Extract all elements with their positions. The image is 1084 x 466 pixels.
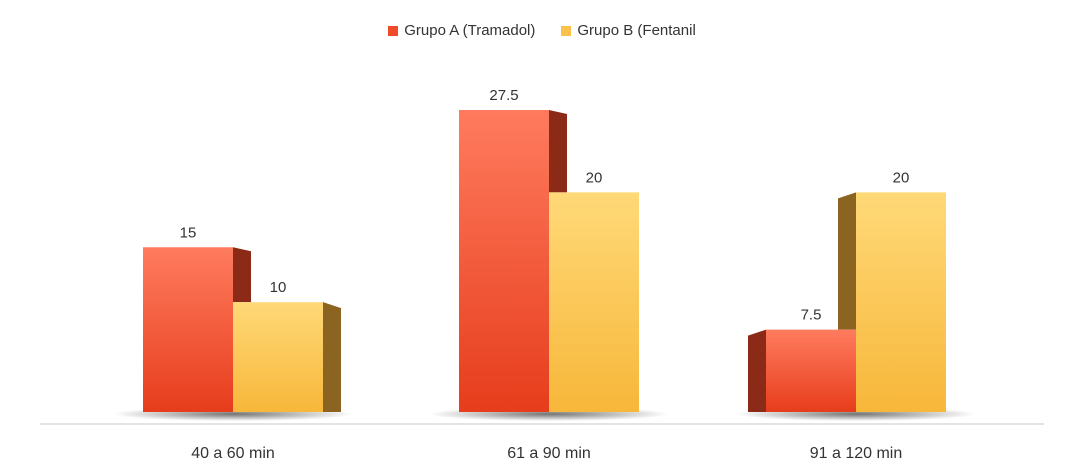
bar-side-grupo-b bbox=[323, 302, 341, 412]
legend-item-grupo-a: Grupo A (Tramadol) bbox=[388, 22, 535, 39]
x-tick-label: 61 a 90 min bbox=[507, 445, 591, 462]
bar-grupo-b bbox=[856, 192, 946, 412]
bar-side-grupo-b bbox=[838, 192, 856, 330]
legend-label-grupo-b: Grupo B (Fentanil bbox=[577, 22, 696, 39]
legend: Grupo A (Tramadol) Grupo B (Fentanil bbox=[0, 22, 1084, 39]
bar-side-grupo-a bbox=[233, 247, 251, 303]
legend-swatch-grupo-b bbox=[561, 25, 572, 36]
data-label-grupo-b: 20 bbox=[586, 169, 603, 186]
bar-side-grupo-a bbox=[549, 110, 567, 193]
data-label-grupo-b: 10 bbox=[270, 279, 287, 296]
bar-grupo-a bbox=[459, 110, 549, 412]
x-tick-label: 40 a 60 min bbox=[191, 445, 275, 462]
data-label-grupo-a: 15 bbox=[180, 224, 197, 241]
legend-swatch-grupo-a bbox=[388, 25, 399, 36]
bar-grupo-a bbox=[766, 329, 856, 412]
data-label-grupo-a: 27.5 bbox=[489, 87, 518, 104]
bar-grupo-a bbox=[143, 247, 233, 412]
bar-side-grupo-a bbox=[748, 329, 766, 412]
x-tick-label: 91 a 120 min bbox=[810, 445, 903, 462]
data-label-grupo-a: 7.5 bbox=[801, 307, 822, 324]
data-label-grupo-b: 20 bbox=[893, 169, 910, 186]
bar-grupo-b bbox=[549, 192, 639, 412]
legend-label-grupo-a: Grupo A (Tramadol) bbox=[404, 22, 536, 39]
legend-item-grupo-b: Grupo B (Fentanil bbox=[561, 22, 696, 39]
bar-grupo-b bbox=[233, 302, 323, 412]
